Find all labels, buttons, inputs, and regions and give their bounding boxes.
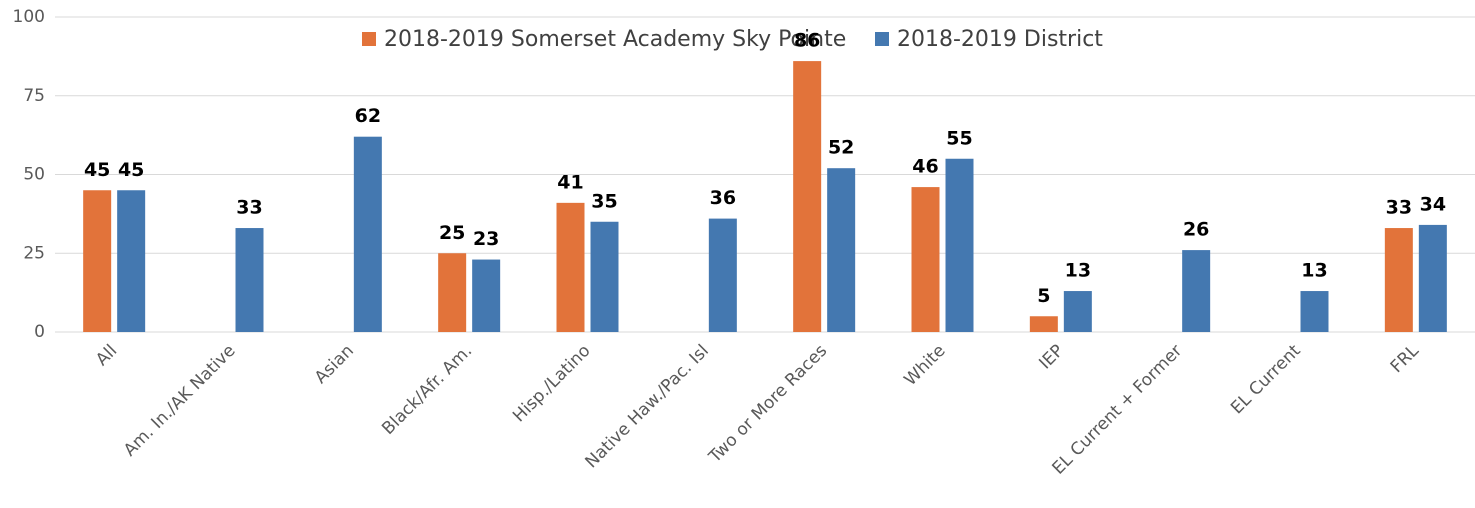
legend-swatch xyxy=(875,32,889,46)
y-tick-label: 75 xyxy=(23,86,45,106)
x-tick-label: Two or More Races xyxy=(705,341,832,468)
data-label: 45 xyxy=(118,159,144,181)
data-label: 25 xyxy=(439,222,465,244)
bar xyxy=(556,202,585,332)
x-tick-label: IEP xyxy=(1035,341,1068,374)
bar xyxy=(1418,224,1447,332)
y-tick-label: 50 xyxy=(23,165,45,185)
data-label: 34 xyxy=(1420,193,1446,215)
x-tick-label: Hisp./Latino xyxy=(509,341,594,426)
data-label: 5 xyxy=(1037,285,1050,307)
y-tick-label: 100 xyxy=(13,7,45,27)
data-label: 86 xyxy=(794,30,820,52)
x-tick-label: Native Haw./Pac. Isl xyxy=(582,341,713,472)
x-tick-label: Am. In./AK Native xyxy=(120,341,240,461)
data-label: 52 xyxy=(828,137,854,159)
bar xyxy=(1300,291,1329,332)
x-tick-label: All xyxy=(92,341,121,370)
x-tick-label: Black/Afr. Am. xyxy=(378,341,476,439)
bar xyxy=(708,218,737,332)
bar xyxy=(353,136,382,332)
x-tick-label: White xyxy=(900,341,949,390)
data-label: 26 xyxy=(1183,219,1209,241)
bar xyxy=(472,259,501,332)
bar xyxy=(1384,228,1413,332)
bar xyxy=(590,221,619,332)
data-label: 35 xyxy=(591,190,617,212)
bar xyxy=(1029,316,1058,332)
bar xyxy=(945,158,974,332)
data-label: 13 xyxy=(1065,260,1091,282)
data-label: 23 xyxy=(473,228,499,250)
legend-label: 2018-2019 Somerset Academy Sky Pointe xyxy=(384,27,846,52)
y-tick-label: 25 xyxy=(23,243,45,263)
bar xyxy=(1182,250,1211,332)
legend-label: 2018-2019 District xyxy=(897,27,1103,52)
legend-swatch xyxy=(362,32,376,46)
data-label: 33 xyxy=(236,197,262,219)
data-label: 36 xyxy=(710,187,736,209)
bar xyxy=(1063,291,1092,332)
x-tick-label: EL Current xyxy=(1227,341,1305,419)
data-label: 41 xyxy=(557,171,583,193)
data-label: 62 xyxy=(355,105,381,127)
bar xyxy=(911,187,940,332)
bar xyxy=(438,253,467,332)
bar xyxy=(117,190,146,332)
x-tick-label: Asian xyxy=(311,341,358,388)
bar xyxy=(793,61,822,332)
bar xyxy=(827,168,856,332)
data-label: 55 xyxy=(946,127,972,149)
data-label: 33 xyxy=(1386,197,1412,219)
x-tick-label: FRL xyxy=(1387,341,1423,377)
data-label: 45 xyxy=(84,159,110,181)
data-label: 13 xyxy=(1301,260,1327,282)
x-tick-label: EL Current + Former xyxy=(1048,341,1186,479)
bar xyxy=(83,190,112,332)
data-label: 46 xyxy=(912,156,938,178)
bar xyxy=(235,228,264,332)
y-tick-label: 0 xyxy=(34,322,45,342)
